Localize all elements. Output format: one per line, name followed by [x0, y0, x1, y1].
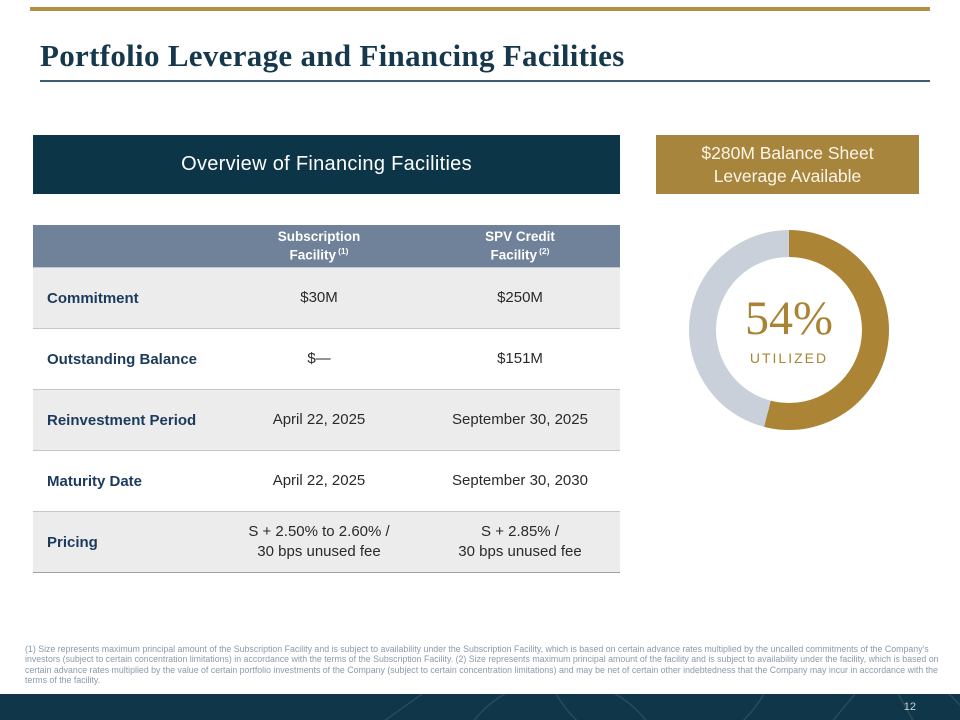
footer-decoration: [384, 694, 960, 720]
table-row: Pricing S + 2.50% to 2.60% / 30 bps unus…: [33, 511, 620, 573]
corner-cell: [33, 225, 218, 267]
column-header-line: Facility (1): [289, 245, 349, 263]
row-label: Outstanding Balance: [47, 350, 198, 368]
donut-percent-label: 54%: [745, 291, 833, 345]
overview-header: Overview of Financing Facilities: [33, 135, 620, 194]
column-header-line: SPV Credit: [485, 229, 555, 245]
row-label: Commitment: [47, 289, 139, 307]
table-row: Reinvestment Period April 22, 2025 Septe…: [33, 389, 620, 450]
row-label: Maturity Date: [47, 472, 143, 490]
leverage-callout-box: $280M Balance Sheet Leverage Available: [656, 135, 919, 194]
table-row: Maturity Date April 22, 2025 September 3…: [33, 450, 620, 511]
column-header-line: Facility (2): [490, 245, 550, 263]
page-title: Portfolio Leverage and Financing Facilit…: [40, 38, 625, 73]
table-row: Outstanding Balance $— $151M: [33, 328, 620, 389]
utilization-donut: 54% UTILIZED: [689, 230, 889, 430]
cell-subscription: April 22, 2025: [272, 471, 366, 489]
top-accent-bar: [30, 7, 930, 11]
facilities-table: Subscription Facility (1) SPV Credit Faci…: [33, 225, 620, 573]
footnote-marker: (1): [338, 245, 349, 256]
footnotes: (1) Size represents maximum principal am…: [25, 644, 939, 686]
column-header-spv: SPV Credit Facility (2): [420, 225, 620, 267]
table-header-row: Subscription Facility (1) SPV Credit Faci…: [33, 225, 620, 267]
cell-spv: $151M: [497, 349, 543, 367]
column-header-subscription: Subscription Facility (1): [218, 225, 420, 267]
column-header-line: Subscription: [277, 229, 361, 245]
footnote-marker: (2): [539, 245, 550, 256]
cell-spv: September 30, 2030: [452, 471, 588, 489]
footer-bar: 12: [0, 694, 960, 720]
donut-center: 54% UTILIZED: [716, 257, 862, 403]
cell-spv: $250M: [497, 288, 543, 306]
title-underline: [40, 80, 930, 82]
cell-subscription: S + 2.50% to 2.60% / 30 bps unused fee: [248, 522, 390, 560]
cell-subscription: $30M: [300, 288, 338, 306]
cell-spv: S + 2.85% / 30 bps unused fee: [458, 522, 582, 560]
table-row: Commitment $30M $250M: [33, 267, 620, 328]
cell-spv: September 30, 2025: [452, 410, 588, 428]
row-label: Reinvestment Period: [47, 411, 197, 429]
page-number: 12: [903, 701, 916, 713]
row-label: Pricing: [47, 533, 98, 551]
cell-subscription: April 22, 2025: [272, 410, 366, 428]
cell-subscription: $—: [307, 349, 331, 367]
donut-sublabel: UTILIZED: [749, 349, 829, 366]
